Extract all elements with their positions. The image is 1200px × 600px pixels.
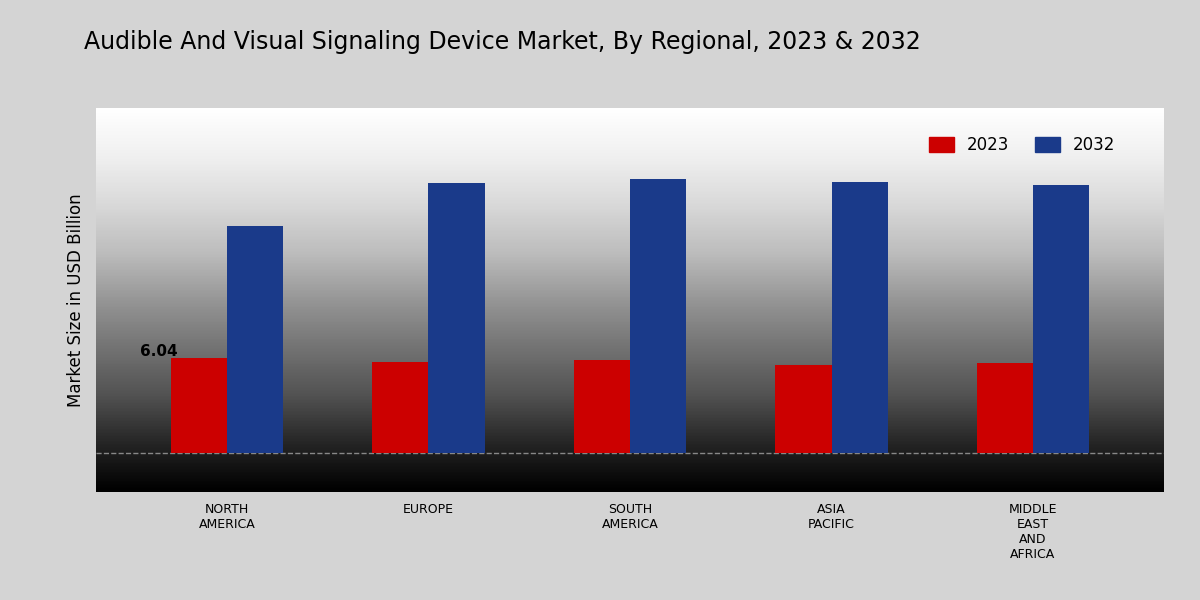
Bar <box>630 179 686 453</box>
Text: 6.04: 6.04 <box>140 344 178 359</box>
Bar <box>227 226 283 453</box>
Y-axis label: Market Size in USD Billion: Market Size in USD Billion <box>67 193 85 407</box>
Bar <box>977 364 1033 453</box>
Bar <box>1033 185 1090 453</box>
Text: Audible And Visual Signaling Device Market, By Regional, 2023 & 2032: Audible And Visual Signaling Device Mark… <box>84 30 920 54</box>
Bar <box>832 182 888 453</box>
Bar <box>428 183 485 453</box>
Bar <box>775 365 832 453</box>
Bar <box>574 361 630 453</box>
Bar <box>170 358 227 453</box>
Legend: 2023, 2032: 2023, 2032 <box>920 128 1123 163</box>
Bar <box>372 362 428 453</box>
